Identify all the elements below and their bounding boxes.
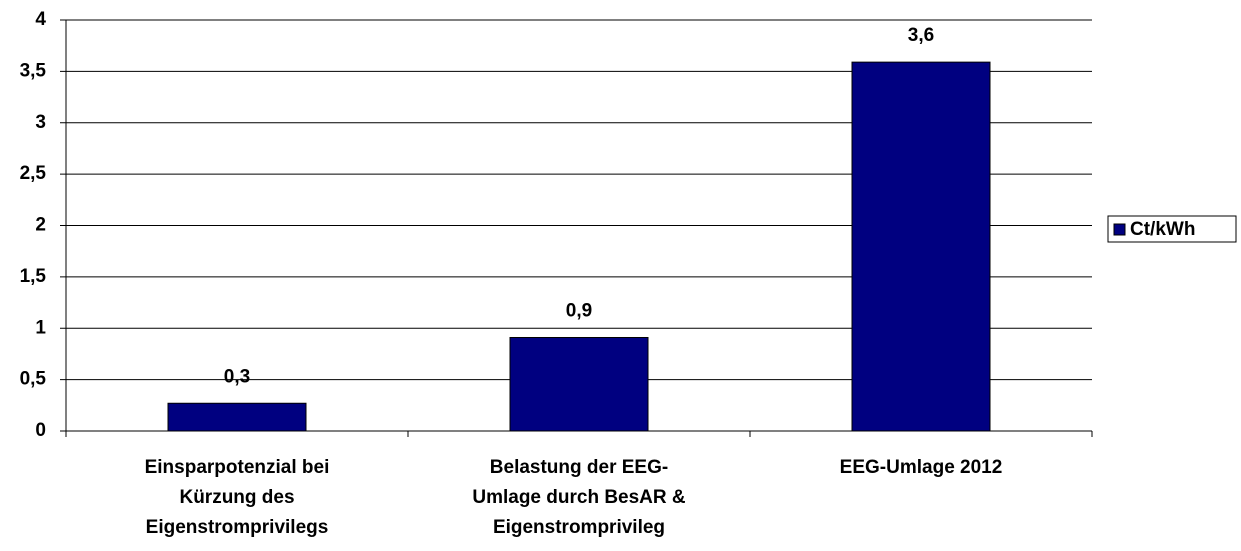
y-tick-label: 0,5	[20, 369, 47, 390]
data-label: 3,6	[908, 25, 934, 46]
y-tick-label: 2	[35, 215, 46, 236]
bar	[509, 336, 649, 432]
x-tick-label: Belastung der EEG-	[490, 457, 668, 478]
y-tick-label: 4	[35, 9, 46, 30]
x-tick-label: Eigenstromprivileg	[493, 517, 665, 538]
x-tick-label: Kürzung des	[179, 487, 294, 508]
y-tick-label: 3,5	[20, 60, 47, 81]
x-tick-label: Umlage durch BesAR &	[472, 487, 686, 508]
bar	[167, 402, 307, 432]
data-label: 0,3	[224, 366, 250, 387]
bar	[851, 61, 991, 432]
y-tick-label: 1,5	[20, 266, 47, 287]
y-tick-label: 1	[35, 317, 46, 338]
y-tick-label: 3	[35, 112, 46, 133]
x-tick-label: Einsparpotenzial bei	[145, 457, 330, 478]
legend-swatch	[1113, 223, 1126, 236]
x-tick-label: EEG-Umlage 2012	[840, 457, 1003, 478]
x-tick-label: Eigenstromprivilegs	[146, 517, 329, 538]
y-tick-label: 2,5	[20, 163, 47, 184]
data-label: 0,9	[566, 301, 592, 322]
legend-label: Ct/kWh	[1130, 219, 1195, 240]
y-tick-label: 0	[35, 420, 46, 441]
legend-box	[1107, 215, 1237, 243]
